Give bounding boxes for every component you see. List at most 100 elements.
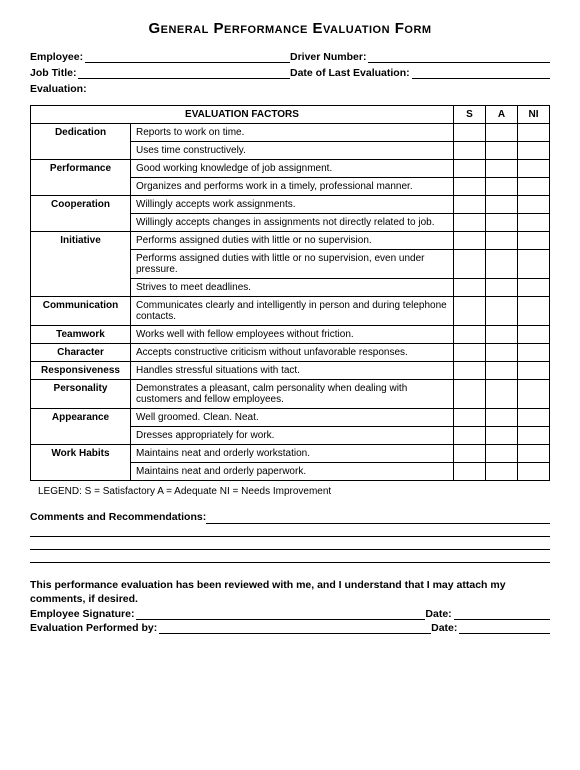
rating-cell[interactable] — [454, 463, 486, 481]
driver-number-input-line[interactable] — [368, 51, 550, 63]
criteria-cell: Performs assigned duties with little or … — [131, 232, 454, 250]
factor-name-cell: Responsiveness — [31, 362, 131, 380]
rating-cell[interactable] — [454, 409, 486, 427]
rating-cell[interactable] — [454, 214, 486, 232]
evaluation-label: Evaluation: — [30, 83, 89, 95]
rating-cell[interactable] — [518, 427, 550, 445]
rating-cell[interactable] — [454, 279, 486, 297]
rating-header-a: A — [486, 106, 518, 124]
date1-line[interactable] — [454, 608, 550, 620]
job-title-label: Job Title: — [30, 67, 78, 79]
rating-cell[interactable] — [486, 326, 518, 344]
rating-cell[interactable] — [486, 409, 518, 427]
rating-cell[interactable] — [486, 178, 518, 196]
employee-input-line[interactable] — [85, 51, 290, 63]
rating-cell[interactable] — [486, 362, 518, 380]
criteria-cell: Handles stressful situations with tact. — [131, 362, 454, 380]
rating-cell[interactable] — [486, 250, 518, 279]
rating-cell[interactable] — [486, 232, 518, 250]
form-title: General Performance Evaluation Form — [30, 20, 550, 37]
driver-number-label: Driver Number: — [290, 51, 368, 63]
evaluation-factors-header: EVALUATION FACTORS — [31, 106, 454, 124]
rating-cell[interactable] — [518, 362, 550, 380]
rating-cell[interactable] — [454, 124, 486, 142]
table-row: DedicationReports to work on time. — [31, 124, 550, 142]
criteria-cell: Reports to work on time. — [131, 124, 454, 142]
rating-cell[interactable] — [518, 344, 550, 362]
rating-cell[interactable] — [486, 344, 518, 362]
rating-cell[interactable] — [454, 178, 486, 196]
date-last-eval-input-line[interactable] — [412, 67, 550, 79]
header-row-1: Employee: Driver Number: — [30, 51, 550, 63]
rating-cell[interactable] — [518, 124, 550, 142]
factor-name-cell: Personality — [31, 380, 131, 409]
rating-cell[interactable] — [454, 297, 486, 326]
rating-cell[interactable] — [518, 326, 550, 344]
criteria-cell: Dresses appropriately for work. — [131, 427, 454, 445]
evaluation-table: EVALUATION FACTORS S A NI DedicationRepo… — [30, 105, 550, 481]
rating-cell[interactable] — [518, 463, 550, 481]
rating-cell[interactable] — [486, 124, 518, 142]
rating-cell[interactable] — [486, 160, 518, 178]
rating-cell[interactable] — [518, 279, 550, 297]
table-row: CommunicationCommunicates clearly and in… — [31, 297, 550, 326]
rating-cell[interactable] — [518, 445, 550, 463]
rating-cell[interactable] — [486, 297, 518, 326]
criteria-cell: Well groomed. Clean. Neat. — [131, 409, 454, 427]
rating-cell[interactable] — [518, 297, 550, 326]
rating-cell[interactable] — [518, 232, 550, 250]
date-last-eval-label: Date of Last Evaluation: — [290, 67, 412, 79]
rating-cell[interactable] — [454, 196, 486, 214]
signature-row-1: Employee Signature: Date: — [30, 608, 550, 620]
rating-cell[interactable] — [486, 445, 518, 463]
rating-cell[interactable] — [518, 196, 550, 214]
rating-cell[interactable] — [486, 142, 518, 160]
rating-cell[interactable] — [454, 427, 486, 445]
rating-cell[interactable] — [486, 427, 518, 445]
employee-label: Employee: — [30, 51, 85, 63]
rating-cell[interactable] — [454, 362, 486, 380]
employee-signature-line[interactable] — [136, 608, 425, 620]
rating-cell[interactable] — [454, 160, 486, 178]
rating-cell[interactable] — [486, 214, 518, 232]
rating-cell[interactable] — [486, 380, 518, 409]
rating-cell[interactable] — [518, 250, 550, 279]
comments-line-4[interactable] — [30, 550, 550, 563]
criteria-cell: Good working knowledge of job assignment… — [131, 160, 454, 178]
comments-line-2[interactable] — [30, 524, 550, 537]
date2-label: Date: — [431, 622, 459, 634]
evaluator-line[interactable] — [159, 622, 431, 634]
date1-label: Date: — [425, 608, 453, 620]
rating-cell[interactable] — [454, 445, 486, 463]
date2-line[interactable] — [459, 622, 550, 634]
criteria-cell: Works well with fellow employees without… — [131, 326, 454, 344]
job-title-input-line[interactable] — [78, 67, 290, 79]
criteria-cell: Strives to meet deadlines. — [131, 279, 454, 297]
rating-cell[interactable] — [454, 326, 486, 344]
rating-cell[interactable] — [518, 380, 550, 409]
criteria-cell: Maintains neat and orderly paperwork. — [131, 463, 454, 481]
table-row: InitiativePerforms assigned duties with … — [31, 232, 550, 250]
rating-cell[interactable] — [454, 344, 486, 362]
rating-cell[interactable] — [454, 250, 486, 279]
comments-line-3[interactable] — [30, 537, 550, 550]
criteria-cell: Organizes and performs work in a timely,… — [131, 178, 454, 196]
rating-cell[interactable] — [454, 142, 486, 160]
rating-cell[interactable] — [518, 142, 550, 160]
rating-cell[interactable] — [518, 214, 550, 232]
rating-cell[interactable] — [454, 380, 486, 409]
table-row: TeamworkWorks well with fellow employees… — [31, 326, 550, 344]
rating-cell[interactable] — [486, 463, 518, 481]
legend-text: LEGEND: S = Satisfactory A = Adequate NI… — [30, 484, 550, 499]
factor-name-cell: Appearance — [31, 409, 131, 445]
comments-line-1[interactable] — [206, 511, 550, 524]
rating-cell[interactable] — [454, 232, 486, 250]
rating-cell[interactable] — [486, 279, 518, 297]
factor-name-cell: Dedication — [31, 124, 131, 160]
table-row: PersonalityDemonstrates a pleasant, calm… — [31, 380, 550, 409]
rating-cell[interactable] — [486, 196, 518, 214]
rating-cell[interactable] — [518, 178, 550, 196]
factor-name-cell: Character — [31, 344, 131, 362]
rating-cell[interactable] — [518, 409, 550, 427]
rating-cell[interactable] — [518, 160, 550, 178]
